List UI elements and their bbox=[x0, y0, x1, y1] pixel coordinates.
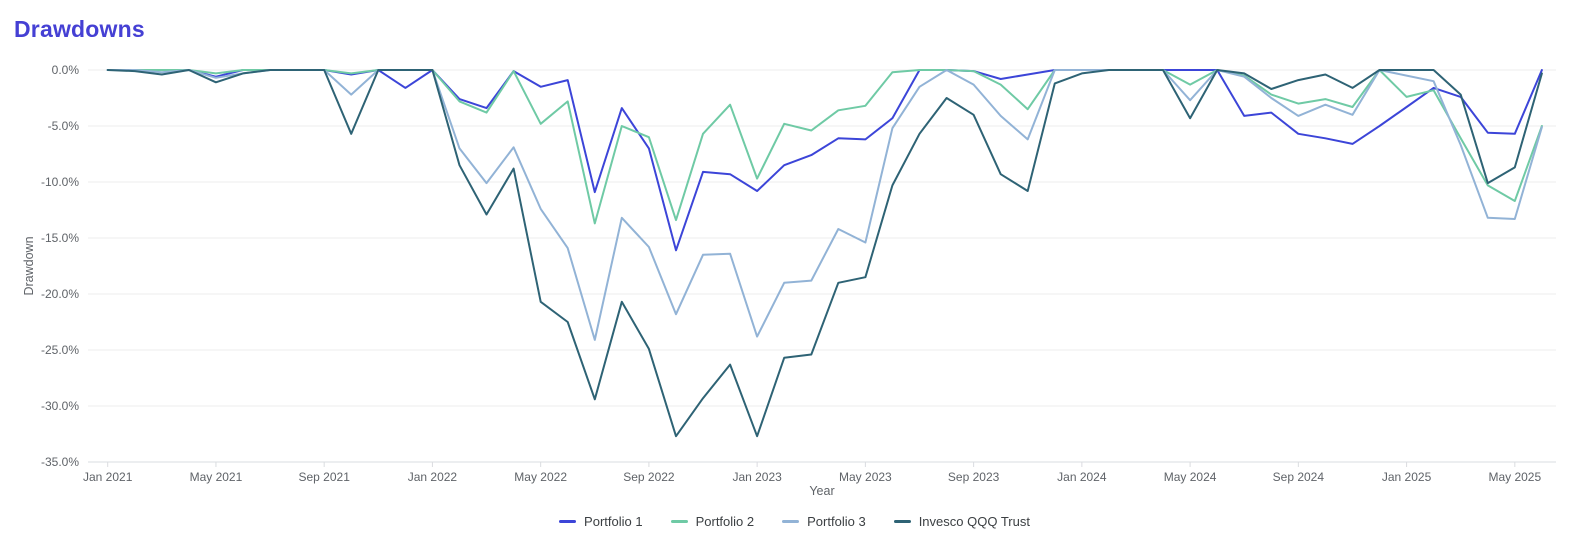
legend-item-portfolio-3[interactable]: Portfolio 3 bbox=[782, 514, 866, 529]
x-tick-label: Sep 2021 bbox=[298, 470, 350, 484]
x-tick-label: Jan 2023 bbox=[732, 470, 782, 484]
chart-legend: Portfolio 1 Portfolio 2 Portfolio 3 Invesco… bbox=[0, 514, 1589, 529]
legend-swatch-portfolio-2 bbox=[670, 520, 688, 523]
y-tick-label: -25.0% bbox=[41, 343, 79, 357]
legend-label-invesco-qqq-trust: Invesco QQQ Trust bbox=[918, 514, 1030, 529]
legend-item-portfolio-2[interactable]: Portfolio 2 bbox=[670, 514, 755, 529]
x-tick-label: Sep 2023 bbox=[948, 470, 1000, 484]
y-axis-title: Drawdown bbox=[22, 236, 36, 295]
y-tick-label: 0.0% bbox=[52, 63, 80, 77]
y-tick-label: -15.0% bbox=[41, 231, 79, 245]
legend-label-portfolio-2: Portfolio 2 bbox=[695, 514, 755, 529]
y-tick-label: -5.0% bbox=[48, 119, 80, 133]
x-tick-label: May 2023 bbox=[839, 470, 892, 484]
legend-swatch-invesco-qqq-trust bbox=[893, 520, 911, 523]
y-tick-label: -10.0% bbox=[41, 175, 79, 189]
legend-item-invesco-qqq-trust[interactable]: Invesco QQQ Trust bbox=[893, 514, 1030, 529]
x-tick-label: Sep 2022 bbox=[623, 470, 675, 484]
y-tick-label: -30.0% bbox=[41, 399, 79, 413]
legend-swatch-portfolio-1 bbox=[559, 520, 577, 523]
series-line-invesco-qqq-trust[interactable] bbox=[106, 69, 1543, 438]
x-tick-label: Sep 2024 bbox=[1273, 470, 1325, 484]
y-tick-label: -35.0% bbox=[41, 455, 79, 469]
x-tick-label: May 2022 bbox=[514, 470, 567, 484]
x-tick-label: May 2021 bbox=[190, 470, 243, 484]
chart-title: Drawdowns bbox=[14, 16, 145, 42]
x-tick-label: May 2024 bbox=[1164, 470, 1217, 484]
x-tick-label: Jan 2022 bbox=[408, 470, 458, 484]
legend-swatch-portfolio-3 bbox=[782, 520, 800, 523]
x-tick-label: May 2025 bbox=[1488, 470, 1541, 484]
x-tick-label: Jan 2021 bbox=[83, 470, 133, 484]
x-axis-title: Year bbox=[809, 484, 834, 498]
legend-item-portfolio-1[interactable]: Portfolio 1 bbox=[559, 514, 643, 529]
series-line-portfolio-1[interactable] bbox=[106, 69, 1543, 252]
legend-label-portfolio-1: Portfolio 1 bbox=[584, 514, 643, 529]
legend-label-portfolio-3: Portfolio 3 bbox=[807, 514, 866, 529]
y-tick-label: -20.0% bbox=[41, 287, 79, 301]
series-line-portfolio-3[interactable] bbox=[106, 69, 1543, 341]
x-tick-label: Jan 2024 bbox=[1057, 470, 1107, 484]
x-tick-label: Jan 2025 bbox=[1382, 470, 1432, 484]
series-line-portfolio-2[interactable] bbox=[106, 69, 1543, 225]
